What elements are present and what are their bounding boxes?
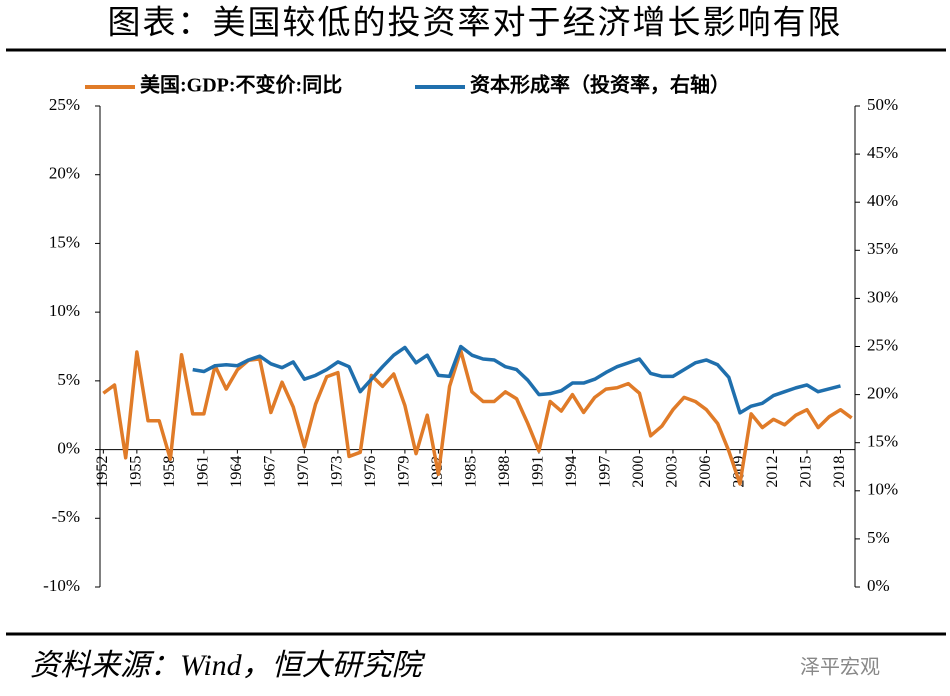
source-note: 资料来源：Wind，恒大研究院 (30, 649, 426, 682)
y2-tick-label: 45% (867, 143, 898, 162)
y2-tick-label: 20% (867, 384, 898, 403)
y2-tick-label: 0% (867, 576, 890, 595)
x-tick-label: 1994 (563, 456, 580, 488)
x-tick-label: 2015 (798, 456, 815, 488)
y-tick-label: 0% (57, 438, 80, 457)
x-tick-label: 2000 (630, 456, 647, 488)
y2-tick-label: 50% (867, 95, 898, 114)
x-tick-label: 1967 (262, 456, 279, 488)
y-tick-label: 25% (49, 95, 80, 114)
legend-label: 资本形成率（投资率，右轴） (470, 73, 730, 97)
x-tick-label: 2003 (664, 456, 681, 488)
x-tick-label: 1955 (128, 456, 145, 488)
x-tick-label: 1973 (329, 456, 346, 488)
series-line (192, 344, 841, 415)
x-tick-label: 1964 (228, 456, 245, 488)
y-tick-label: 5% (57, 370, 80, 389)
x-tick-label: 1997 (597, 456, 614, 488)
y-tick-label: 10% (49, 301, 80, 320)
x-tick-label: 1961 (195, 456, 212, 488)
x-tick-label: 1976 (362, 456, 379, 488)
y-tick-label: 20% (49, 164, 80, 183)
y2-tick-label: 5% (867, 528, 890, 547)
y2-tick-label: 35% (867, 239, 898, 258)
y-tick-label: -5% (52, 507, 80, 526)
legend-label: 美国:GDP:不变价:同比 (140, 73, 342, 97)
x-tick-label: 1970 (295, 456, 312, 488)
x-tick-label: 2006 (697, 456, 714, 488)
x-tick-label: 1979 (396, 456, 413, 488)
x-tick-label: 2012 (764, 456, 781, 488)
watermark: 泽平宏观 (800, 655, 880, 679)
y-tick-label: 15% (49, 232, 80, 251)
y-tick-label: -10% (43, 576, 80, 595)
x-tick-label: 2018 (831, 456, 848, 488)
y2-tick-label: 15% (867, 432, 898, 451)
y2-tick-label: 30% (867, 287, 898, 306)
series-line (102, 348, 853, 486)
y2-tick-label: 10% (867, 480, 898, 499)
x-tick-label: 1988 (496, 456, 513, 488)
y2-tick-label: 40% (867, 191, 898, 210)
x-tick-label: 1991 (530, 456, 547, 488)
y2-tick-label: 25% (867, 335, 898, 354)
x-tick-label: 1958 (161, 456, 178, 488)
chart-title: 图表：美国较低的投资率对于经济增长影响有限 (108, 5, 843, 42)
x-tick-label: 1985 (463, 456, 480, 488)
x-tick-label: 1952 (94, 456, 111, 488)
